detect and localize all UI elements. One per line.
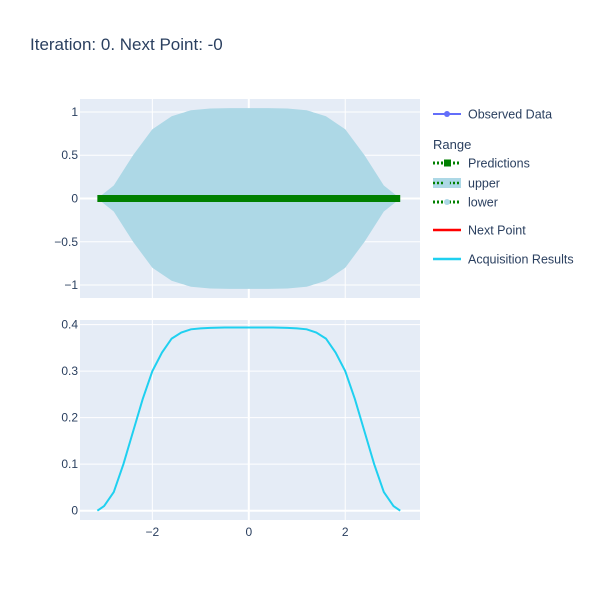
legend-item-observed[interactable]: Observed Data bbox=[433, 108, 552, 122]
bottom-x-tick-label: −2 bbox=[145, 525, 159, 539]
top-y-tick-label: 0.5 bbox=[61, 148, 78, 162]
legend-label-lower: lower bbox=[468, 196, 498, 210]
bottom-plot-area bbox=[80, 320, 420, 520]
bottom-y-tick-label: 0.4 bbox=[61, 318, 78, 332]
legend-label-acquisition: Acquisition Results bbox=[468, 253, 574, 267]
top-y-tick-label: −1 bbox=[64, 278, 78, 292]
bottom-x-tick-label: 0 bbox=[245, 525, 252, 539]
legend-marker-upper bbox=[444, 180, 450, 186]
bottom-y-tick-label: 0.2 bbox=[61, 411, 78, 425]
bottom-x-tick-label: 2 bbox=[342, 525, 349, 539]
legend-item-acquisition[interactable]: Acquisition Results bbox=[433, 253, 574, 267]
top-y-tick-label: 1 bbox=[71, 105, 78, 119]
legend-marker-predictions bbox=[444, 159, 451, 167]
legend-label-next_point: Next Point bbox=[468, 224, 526, 238]
legend-label-observed: Observed Data bbox=[468, 108, 552, 122]
bottom-y-tick-label: 0 bbox=[71, 504, 78, 518]
legend-marker-observed bbox=[444, 111, 450, 117]
legend-group-title: Range bbox=[433, 137, 471, 152]
bottom-y-tick-label: 0.1 bbox=[61, 457, 78, 471]
top-y-tick-label: 0 bbox=[71, 192, 78, 206]
top-y-tick-label: −0.5 bbox=[54, 235, 78, 249]
legend[interactable]: Range Observed Data Predictions upper lower N… bbox=[433, 108, 574, 267]
chart-title: Iteration: 0. Next Point: -0 bbox=[30, 35, 223, 54]
panel-bottom: 0 0.1 0.2 0.3 0.4 −2 0 2 bbox=[61, 318, 420, 539]
legend-item-upper[interactable]: upper bbox=[433, 177, 500, 191]
panel-top: −1 −0.5 0 0.5 1 bbox=[54, 99, 420, 298]
legend-label-upper: upper bbox=[468, 177, 500, 191]
legend-item-lower[interactable]: lower bbox=[433, 196, 498, 210]
legend-item-predictions[interactable]: Predictions bbox=[433, 157, 530, 171]
bottom-y-tick-label: 0.3 bbox=[61, 364, 78, 378]
legend-marker-lower bbox=[444, 199, 450, 205]
legend-item-next_point[interactable]: Next Point bbox=[433, 224, 526, 238]
legend-label-predictions: Predictions bbox=[468, 157, 530, 171]
series-acquisition bbox=[96, 326, 401, 512]
